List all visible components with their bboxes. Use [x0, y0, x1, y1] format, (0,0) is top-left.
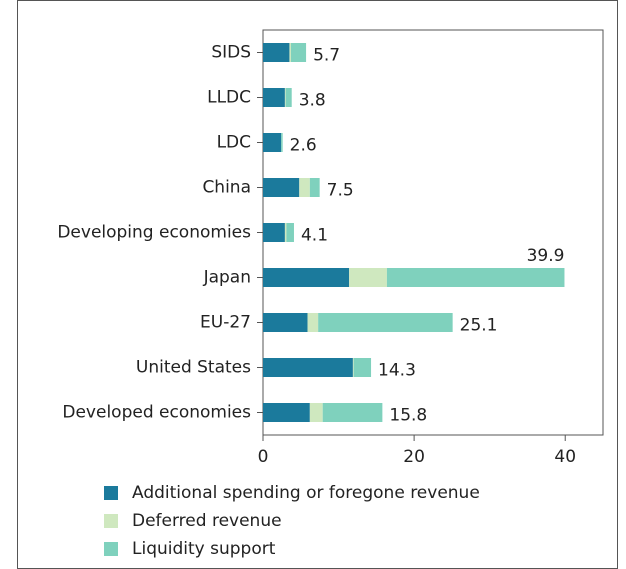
y-tick-label: LDC [217, 133, 251, 153]
bar-segment [263, 88, 285, 107]
bar-segment [353, 358, 372, 377]
total-label: 2.6 [290, 136, 317, 156]
total-label: 15.8 [389, 406, 427, 426]
y-tick-label: United States [136, 358, 251, 378]
bar-segment [290, 43, 307, 62]
bar-segment [284, 223, 287, 242]
total-label: 5.7 [313, 46, 340, 66]
bar-segment [263, 313, 308, 332]
bar-segment [289, 43, 291, 62]
y-tick-label: Developing economies [57, 223, 251, 243]
total-label: 3.8 [299, 91, 326, 111]
bar-segment [263, 43, 290, 62]
bar-segment [309, 178, 320, 197]
bar-segment [349, 268, 387, 287]
total-label: 39.9 [527, 246, 565, 266]
y-tick-label: Japan [203, 268, 251, 288]
y-tick-label: Developed economies [62, 403, 251, 423]
y-tick-label: China [202, 178, 251, 198]
x-tick-label: 20 [403, 447, 425, 467]
total-label: 7.5 [327, 181, 354, 201]
bar-segment [263, 133, 282, 152]
y-tick-label: EU-27 [200, 313, 251, 333]
bar-segment [263, 223, 285, 242]
bar-segment [386, 268, 565, 287]
bar-segment [352, 358, 354, 377]
bar-segment [263, 178, 300, 197]
legend-swatch [104, 486, 118, 500]
legend-label: Liquidity support [132, 539, 276, 559]
bar-segment [309, 403, 323, 422]
bar-segment [286, 223, 294, 242]
bar-segment [284, 88, 286, 107]
bar-segment [322, 403, 383, 422]
y-tick-label: LLDC [207, 88, 251, 108]
legend-label: Deferred revenue [132, 511, 282, 531]
total-label: 14.3 [378, 361, 416, 381]
y-tick-label: SIDS [211, 43, 251, 63]
bar-segment [299, 178, 310, 197]
x-tick-label: 40 [554, 447, 576, 467]
legend-swatch [104, 514, 118, 528]
x-tick-label: 0 [258, 447, 269, 467]
total-label: 25.1 [460, 316, 498, 336]
bar-segment [318, 313, 453, 332]
bar-segment [263, 403, 310, 422]
legend-label: Additional spending or foregone revenue [132, 483, 480, 503]
total-label: 4.1 [301, 226, 328, 246]
bar-segment [307, 313, 319, 332]
bar-segment [263, 358, 353, 377]
bar-segment [281, 133, 283, 152]
bar-segment [285, 88, 292, 107]
bar-segment [263, 268, 350, 287]
legend-swatch [104, 542, 118, 556]
